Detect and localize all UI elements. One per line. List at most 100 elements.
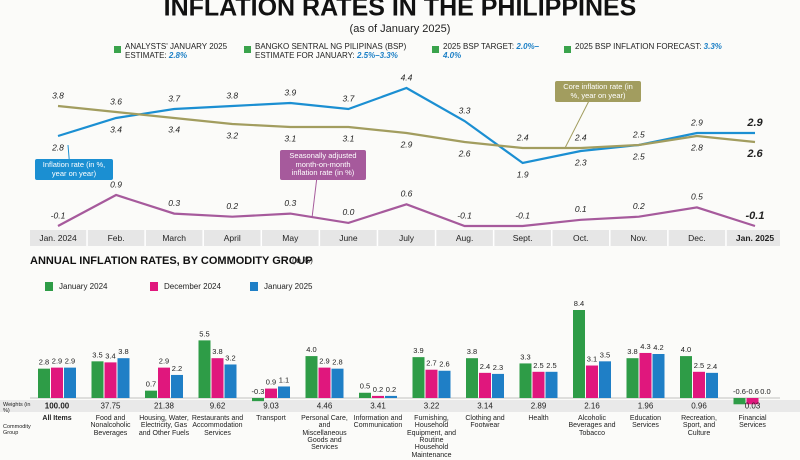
note-bullet xyxy=(432,46,439,53)
category-label: Clothing and Footwear xyxy=(465,415,505,430)
weight: 9.03 xyxy=(263,402,279,411)
bar-value-label: 2.8 xyxy=(332,358,342,367)
bar-value-label: -0.6 xyxy=(746,387,759,396)
value-label: 2.8 xyxy=(51,142,64,152)
weight: 9.62 xyxy=(210,402,226,411)
weight: 21.38 xyxy=(154,402,175,411)
bar xyxy=(680,356,692,398)
note-value: 2.0%–4.0% xyxy=(443,42,540,60)
x-tick-label: July xyxy=(399,233,415,243)
bar-value-label: 2.5 xyxy=(533,361,543,370)
legend-label: December 2024 xyxy=(164,282,221,291)
category-label: Alcoholic Beverages and Tobacco xyxy=(568,415,616,437)
note-bullet xyxy=(564,46,571,53)
weight: 1.96 xyxy=(638,402,654,411)
category-label: Food and Nonalcoholic Beverages xyxy=(90,415,131,437)
value-label: 3.9 xyxy=(284,87,296,97)
bar-value-label: 0.2 xyxy=(373,385,383,394)
bar-value-label: -0.6 xyxy=(733,387,746,396)
value-label: 0.2 xyxy=(633,201,645,211)
value-label: 0.3 xyxy=(168,198,180,208)
bar xyxy=(331,368,344,398)
value-label: 0.2 xyxy=(226,201,238,211)
bar xyxy=(693,371,705,398)
bar-value-label: 3.1 xyxy=(587,355,597,364)
bar xyxy=(91,361,104,398)
category-label: Personal Care, and Miscellaneous Goods a… xyxy=(301,415,348,452)
bar-value-label: 3.9 xyxy=(413,346,423,355)
bar-value-label: 4.0 xyxy=(306,345,316,354)
note: ANALYSTS' JANUARY 2025 ESTIMATE: 2.8% xyxy=(125,42,245,61)
x-tick-label: Dec. xyxy=(688,233,705,243)
note-label: BANGKO SENTRAL NG PILIPINAS (BSP) ESTIMA… xyxy=(255,42,407,60)
bar xyxy=(117,358,130,398)
bar xyxy=(252,398,264,402)
weights-band xyxy=(0,400,800,412)
bar xyxy=(372,395,384,398)
bar-value-label: 4.0 xyxy=(681,345,691,354)
bar-value-label: 2.7 xyxy=(426,359,436,368)
value-label: 3.1 xyxy=(284,133,296,143)
bar xyxy=(519,363,532,398)
value-label: 2.9 xyxy=(690,117,703,127)
x-tick-label: Aug. xyxy=(456,233,474,243)
note-value: 3.3% xyxy=(703,42,722,51)
bar-value-label: 4.2 xyxy=(653,343,663,352)
bar-value-label: 2.5 xyxy=(546,361,556,370)
value-label: 2.5 xyxy=(632,129,645,139)
value-label: 2.8 xyxy=(690,142,703,152)
value-label: -0.1 xyxy=(457,210,472,220)
bar xyxy=(171,374,183,398)
value-label: 0.6 xyxy=(401,189,413,199)
value-label: 2.3 xyxy=(574,157,587,167)
category-label: Recreation, Sport, and Culture xyxy=(681,415,717,437)
x-tick-label: Feb. xyxy=(108,233,125,243)
note-label: 2025 BSP TARGET: xyxy=(443,42,515,51)
note: BANGKO SENTRAL NG PILIPINAS (BSP) ESTIMA… xyxy=(255,42,435,61)
category-label: Furnishing, Household Equipment, and Rou… xyxy=(406,415,457,459)
series-line xyxy=(57,193,756,228)
section-subtitle: (in %) xyxy=(292,256,313,265)
value-label: 3.1 xyxy=(343,133,355,143)
value-label: 3.4 xyxy=(110,124,122,134)
title: INFLATION RATES IN THE PHILIPPINES xyxy=(164,0,637,22)
category-label: Housing, Water, Electricity, Gas and Oth… xyxy=(138,415,190,437)
bar xyxy=(305,356,318,398)
bar-value-label: 2.4 xyxy=(707,362,717,371)
bar-value-label: 3.5 xyxy=(600,350,610,359)
value-label: 2.4 xyxy=(574,132,587,142)
value-label: 3.6 xyxy=(110,96,122,106)
bar xyxy=(599,361,611,398)
weight: 0.96 xyxy=(691,402,707,411)
note-value: 2.5%–3.3% xyxy=(356,50,398,60)
legend-label: January 2025 xyxy=(264,282,313,291)
bar-value-label: 2.9 xyxy=(52,357,62,366)
value-label: 2.6 xyxy=(458,148,471,158)
bar-value-label: 0.5 xyxy=(360,382,370,391)
month-band xyxy=(30,230,780,246)
bar-value-label: 4.3 xyxy=(640,342,650,351)
bar-value-label: 2.9 xyxy=(65,357,75,366)
bar xyxy=(626,358,639,398)
bar-value-label: 3.8 xyxy=(118,347,128,356)
bar-value-label: 1.1 xyxy=(279,375,289,384)
weight: 2.16 xyxy=(584,402,600,411)
x-tick-label: June xyxy=(339,233,358,243)
value-label: 3.3 xyxy=(459,105,471,115)
bar xyxy=(64,367,76,398)
category-label: Information and Communication xyxy=(353,415,403,430)
value-label: 2.6 xyxy=(746,148,763,160)
weight: 100.00 xyxy=(45,402,70,411)
x-tick-label: Nov. xyxy=(630,233,647,243)
value-label: 3.8 xyxy=(52,90,64,100)
bar xyxy=(532,371,545,398)
bar xyxy=(104,362,117,398)
bar-value-label: 5.5 xyxy=(199,329,209,338)
bar xyxy=(545,371,558,398)
bar xyxy=(318,367,331,398)
value-label: 0.5 xyxy=(691,192,703,202)
bar xyxy=(158,367,170,398)
bar-value-label: 3.8 xyxy=(467,347,477,356)
bar-value-label: 8.4 xyxy=(574,299,584,308)
